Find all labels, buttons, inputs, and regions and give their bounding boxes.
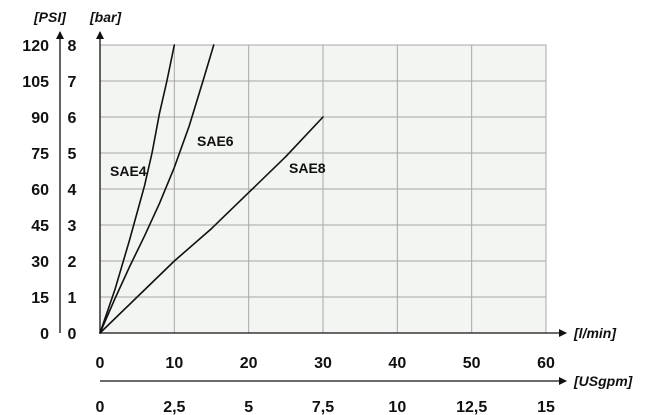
x2-tick-label: 5 (244, 399, 253, 415)
x-tick-label: 50 (463, 355, 481, 372)
axes (56, 31, 567, 385)
x-tick-label: 10 (165, 355, 183, 372)
y2-tick-label: 60 (31, 182, 49, 199)
y-tick-label: 4 (68, 182, 77, 199)
x2-tick-label: 10 (388, 399, 406, 415)
x2-tick-label: 12,5 (456, 399, 487, 415)
x-tick-label: 60 (537, 355, 555, 372)
y2-tick-label: 120 (22, 38, 49, 55)
y-tick-label: 3 (68, 218, 77, 235)
x-tick-label: 20 (240, 355, 258, 372)
x-tick-label: 30 (314, 355, 332, 372)
series-lines (99, 44, 324, 334)
y2-tick-label: 90 (31, 110, 49, 127)
y-axis-label: [bar] (89, 9, 122, 25)
x2-axis-label: [USgpm] (573, 373, 634, 389)
chart-labels: 0 10 20 30 40 50 600 2,5 5 7,5 10 12,5 1501234567801… (22, 9, 633, 415)
series-line-sae8 (99, 116, 324, 334)
y2-tick-label: 105 (22, 74, 49, 91)
y-tick-label: 2 (68, 254, 77, 271)
x2-tick-label: 0 (96, 399, 105, 415)
series-label-sae8: SAE8 (289, 160, 326, 176)
x-axis-label: [l/min] (573, 325, 617, 341)
grid (99, 44, 547, 334)
y-tick-label: 7 (68, 74, 77, 91)
series-line-sae4 (99, 44, 176, 334)
y2-tick-label: 15 (31, 290, 49, 307)
series-label-sae6: SAE6 (197, 133, 234, 149)
y2-tick-label: 30 (31, 254, 49, 271)
y2-tick-label: 45 (31, 218, 49, 235)
x2-tick-label: 7,5 (312, 399, 334, 415)
series-line-sae6 (99, 44, 215, 334)
y-tick-label: 8 (68, 38, 77, 55)
y-tick-label: 1 (68, 290, 77, 307)
x2-tick-label: 15 (537, 399, 555, 415)
y-tick-label: 5 (68, 146, 77, 163)
y-tick-label: 6 (68, 110, 77, 127)
x-tick-label: 40 (388, 355, 406, 372)
y-tick-label: 0 (68, 326, 77, 343)
x2-tick-label: 2,5 (163, 399, 185, 415)
x-tick-label: 0 (96, 355, 105, 372)
y2-tick-label: 75 (31, 146, 49, 163)
y2-tick-label: 0 (40, 326, 49, 343)
y2-axis-label: [PSI] (33, 9, 67, 25)
series-label-sae4: SAE4 (110, 163, 147, 179)
